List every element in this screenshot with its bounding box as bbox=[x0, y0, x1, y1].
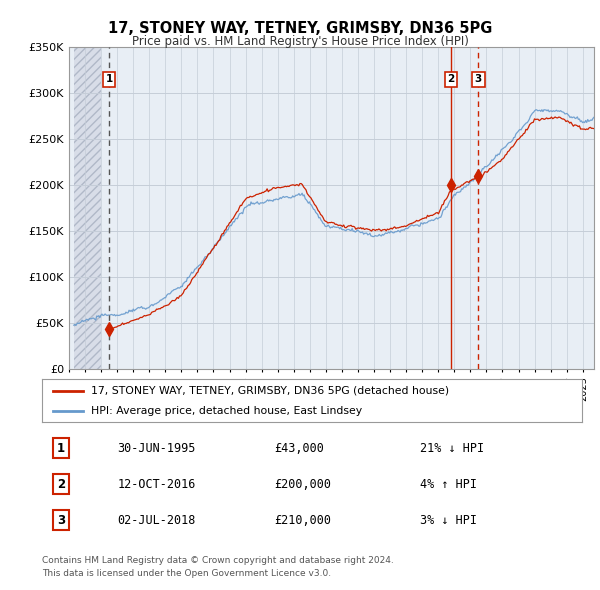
Text: 17, STONEY WAY, TETNEY, GRIMSBY, DN36 5PG: 17, STONEY WAY, TETNEY, GRIMSBY, DN36 5P… bbox=[108, 21, 492, 35]
Text: 3: 3 bbox=[57, 514, 65, 527]
Text: £200,000: £200,000 bbox=[274, 478, 331, 491]
Text: 3% ↓ HPI: 3% ↓ HPI bbox=[420, 514, 477, 527]
Text: 30-JUN-1995: 30-JUN-1995 bbox=[118, 442, 196, 455]
Text: 4% ↑ HPI: 4% ↑ HPI bbox=[420, 478, 477, 491]
Text: Price paid vs. HM Land Registry's House Price Index (HPI): Price paid vs. HM Land Registry's House … bbox=[131, 35, 469, 48]
Text: 1: 1 bbox=[106, 74, 113, 84]
Text: 17, STONEY WAY, TETNEY, GRIMSBY, DN36 5PG (detached house): 17, STONEY WAY, TETNEY, GRIMSBY, DN36 5P… bbox=[91, 386, 449, 396]
Text: 02-JUL-2018: 02-JUL-2018 bbox=[118, 514, 196, 527]
Text: £43,000: £43,000 bbox=[274, 442, 324, 455]
Text: 2: 2 bbox=[448, 74, 455, 84]
Bar bbox=[74, 47, 101, 369]
Text: 2: 2 bbox=[57, 478, 65, 491]
Text: 21% ↓ HPI: 21% ↓ HPI bbox=[420, 442, 484, 455]
Text: £210,000: £210,000 bbox=[274, 514, 331, 527]
Text: 3: 3 bbox=[475, 74, 482, 84]
Text: 12-OCT-2016: 12-OCT-2016 bbox=[118, 478, 196, 491]
Text: 1: 1 bbox=[57, 442, 65, 455]
Text: HPI: Average price, detached house, East Lindsey: HPI: Average price, detached house, East… bbox=[91, 407, 362, 416]
Text: Contains HM Land Registry data © Crown copyright and database right 2024.: Contains HM Land Registry data © Crown c… bbox=[42, 556, 394, 565]
Text: This data is licensed under the Open Government Licence v3.0.: This data is licensed under the Open Gov… bbox=[42, 569, 331, 578]
